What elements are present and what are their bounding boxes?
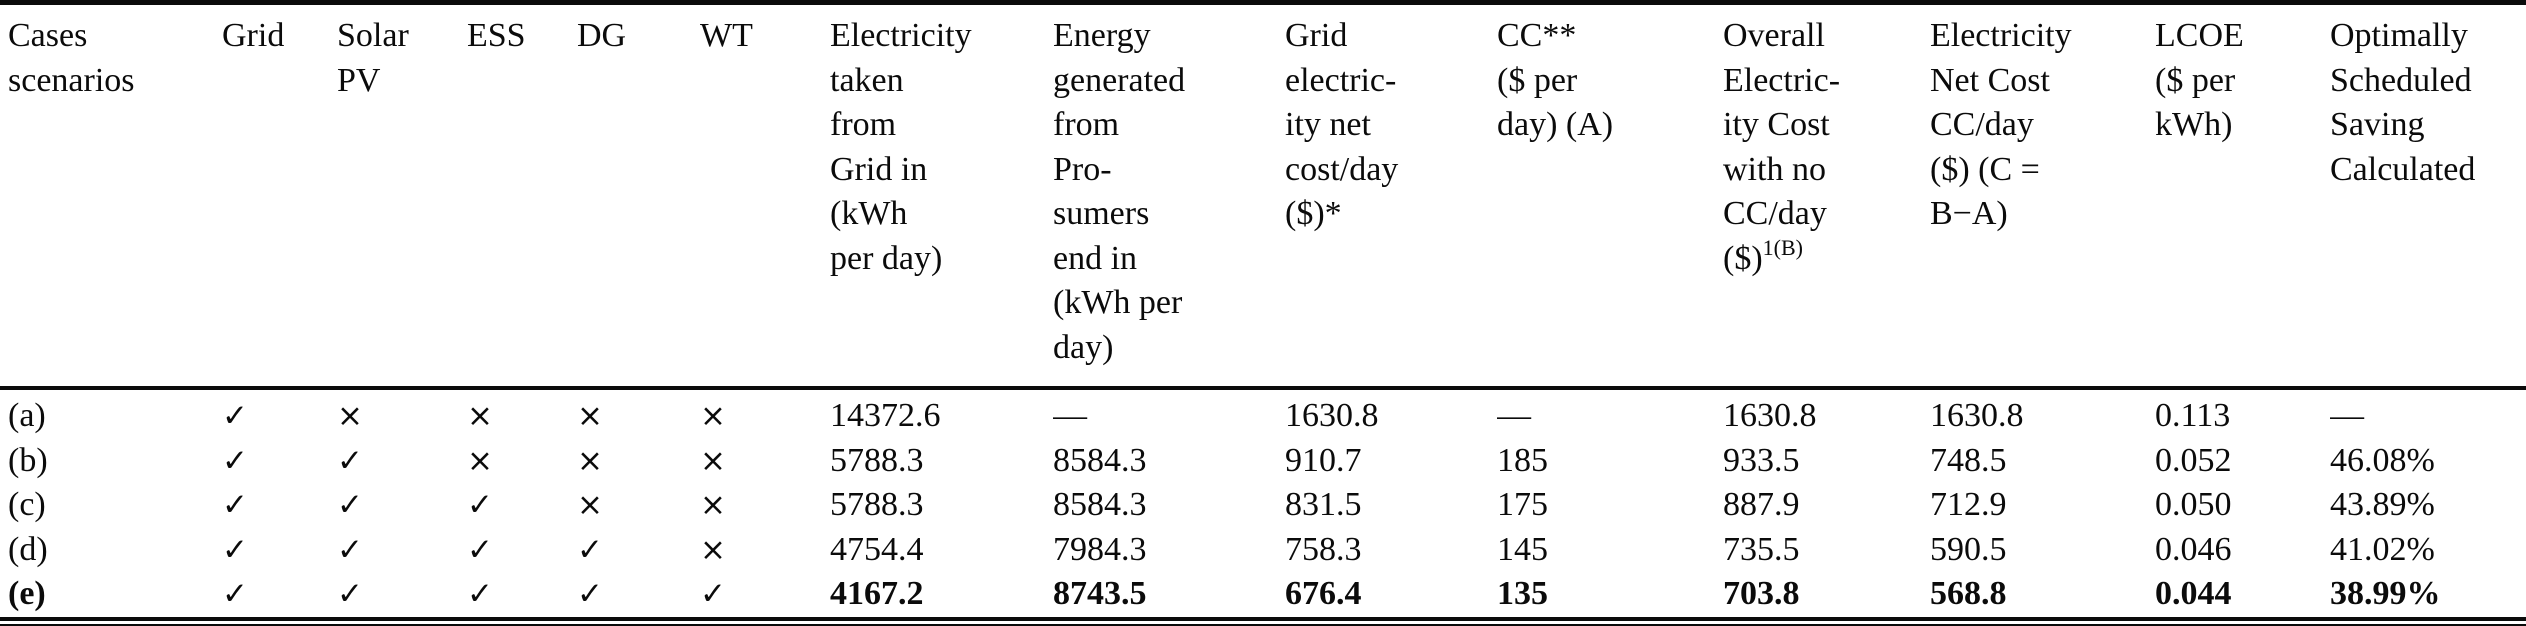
column-header-cc-per-day: CC** ($ per day) (A) xyxy=(1497,2,1723,390)
cell-energy-generated: 8584.3 xyxy=(1053,441,1147,479)
cell-cc: — xyxy=(1497,397,1531,434)
column-header-cases-scenarios: Cases scenarios xyxy=(0,2,222,390)
cell-overall-cost: 735.5 xyxy=(1723,530,1800,568)
cell-lcoe: 0.046 xyxy=(2155,530,2232,568)
cell-overall-cost: 887.9 xyxy=(1723,486,1800,523)
cell-saving: 43.89% xyxy=(2330,486,2435,523)
cell-grid-net-cost: 1630.8 xyxy=(1285,397,1379,434)
cell-electricity-taken: 4754.4 xyxy=(830,530,924,568)
cell-saving: 41.02% xyxy=(2330,530,2435,568)
column-header-electricity-net-cost-cc: Electricity Net Cost CC/day ($) (C = B−A… xyxy=(1930,2,2155,390)
column-header-overall-electricity-cost: Overall Electric- ity Cost with no CC/da… xyxy=(1723,2,1930,390)
cell-lcoe: 0.113 xyxy=(2155,397,2231,434)
column-header-grid: Grid xyxy=(222,2,337,390)
cell-wt-mark: ✓ xyxy=(700,576,726,612)
cell-solar-pv-mark: ✓ xyxy=(337,487,363,523)
cell-grid-net-cost: 758.3 xyxy=(1285,530,1362,568)
column-header-dg: DG xyxy=(577,2,700,390)
cell-case-label: (a) xyxy=(8,397,46,434)
cell-grid-mark: ✓ xyxy=(222,531,248,568)
cell-case-label: (c) xyxy=(8,486,46,523)
cell-wt-mark: × xyxy=(700,398,726,434)
cell-solar-pv-mark: ✓ xyxy=(337,531,363,568)
cell-wt-mark: × xyxy=(700,487,726,523)
cell-overall-cost: 933.5 xyxy=(1723,441,1800,479)
overall-cost-superscript: 1(B) xyxy=(1762,234,1803,260)
cell-wt-mark: × xyxy=(700,531,726,568)
cell-dg-mark: ✓ xyxy=(577,531,603,568)
cell-cc: 145 xyxy=(1497,530,1548,568)
column-header-solar-pv: Solar PV xyxy=(337,2,467,390)
cell-net-cost-cc: 590.5 xyxy=(1930,530,2007,568)
cell-ess-mark: ✓ xyxy=(467,576,493,612)
cell-case-label: (e) xyxy=(8,575,46,612)
cell-saving: — xyxy=(2330,397,2364,434)
cell-ess-mark: ✓ xyxy=(467,487,493,523)
cell-dg-mark: × xyxy=(577,442,603,479)
header-row: Cases scenarios Grid Solar PV ESS DG WT … xyxy=(0,2,2526,390)
cell-overall-cost: 1630.8 xyxy=(1723,397,1817,434)
cell-ess-mark: × xyxy=(467,442,493,479)
table-row-d: (d) ✓ ✓ ✓ ✓ × 4754.4 7984.3 758.3 145 73… xyxy=(0,528,2526,573)
cell-dg-mark: × xyxy=(577,398,603,434)
cell-dg-mark: ✓ xyxy=(577,576,603,612)
cell-grid-mark: ✓ xyxy=(222,442,248,479)
cell-net-cost-cc: 568.8 xyxy=(1930,575,2007,612)
cell-energy-generated: 7984.3 xyxy=(1053,530,1147,568)
table-row-b: (b) ✓ ✓ × × × 5788.3 8584.3 910.7 185 93… xyxy=(0,439,2526,484)
column-header-energy-generated-prosumers: Energy generated from Pro- sumers end in… xyxy=(1053,2,1285,390)
cell-energy-generated: 8743.5 xyxy=(1053,575,1147,612)
cell-energy-generated: — xyxy=(1053,397,1087,434)
cell-grid-mark: ✓ xyxy=(222,576,248,612)
table-row-c: (c) ✓ ✓ ✓ × × 5788.3 8584.3 831.5 175 88… xyxy=(0,483,2526,528)
table-header: Cases scenarios Grid Solar PV ESS DG WT … xyxy=(0,2,2526,390)
table-row-e: (e) ✓ ✓ ✓ ✓ ✓ 4167.2 8743.5 676.4 135 70… xyxy=(0,572,2526,619)
cell-wt-mark: × xyxy=(700,442,726,479)
cell-solar-pv-mark: ✓ xyxy=(337,576,363,612)
cell-lcoe: 0.050 xyxy=(2155,486,2232,523)
cell-electricity-taken: 14372.6 xyxy=(830,397,941,434)
overall-cost-label: Overall Electric- ity Cost with no CC/da… xyxy=(1723,17,1841,277)
column-header-wt: WT xyxy=(700,2,830,390)
cell-solar-pv-mark: × xyxy=(337,398,363,434)
cell-ess-mark: × xyxy=(467,398,493,434)
cell-solar-pv-mark: ✓ xyxy=(337,442,363,479)
cell-overall-cost: 703.8 xyxy=(1723,575,1800,612)
cell-net-cost-cc: 1630.8 xyxy=(1930,397,2024,434)
cell-cc: 185 xyxy=(1497,441,1548,479)
bottom-thin-rule xyxy=(0,623,2526,626)
table-body: (a) ✓ × × × × 14372.6 — 1630.8 — 1630.8 … xyxy=(0,388,2526,619)
column-header-optimally-scheduled-saving: Optimally Scheduled Saving Calculated xyxy=(2330,2,2526,390)
cell-ess-mark: ✓ xyxy=(467,531,493,568)
column-header-lcoe: LCOE ($ per kWh) xyxy=(2155,2,2330,390)
cell-net-cost-cc: 748.5 xyxy=(1930,441,2007,479)
column-header-electricity-taken-from-grid: Electricity taken from Grid in (kWh per … xyxy=(830,2,1053,390)
cell-grid-net-cost: 676.4 xyxy=(1285,575,1362,612)
cell-cc: 175 xyxy=(1497,486,1548,523)
cell-case-label: (d) xyxy=(8,530,48,568)
cell-dg-mark: × xyxy=(577,487,603,523)
cell-grid-net-cost: 831.5 xyxy=(1285,486,1362,523)
cell-grid-mark: ✓ xyxy=(222,398,248,434)
cell-energy-generated: 8584.3 xyxy=(1053,486,1147,523)
cell-saving: 38.99% xyxy=(2330,575,2441,612)
table-row-a: (a) ✓ × × × × 14372.6 — 1630.8 — 1630.8 … xyxy=(0,388,2526,439)
cell-saving: 46.08% xyxy=(2330,441,2435,479)
column-header-ess: ESS xyxy=(467,2,577,390)
cell-net-cost-cc: 712.9 xyxy=(1930,486,2007,523)
column-header-grid-electricity-net-cost: Grid electric- ity net cost/day ($)* xyxy=(1285,2,1497,390)
cell-electricity-taken: 4167.2 xyxy=(830,575,924,612)
cell-electricity-taken: 5788.3 xyxy=(830,486,924,523)
cell-cc: 135 xyxy=(1497,575,1548,612)
cell-lcoe: 0.052 xyxy=(2155,441,2232,479)
cell-lcoe: 0.044 xyxy=(2155,575,2232,612)
cell-grid-mark: ✓ xyxy=(222,487,248,523)
cell-grid-net-cost: 910.7 xyxy=(1285,441,1362,479)
cell-case-label: (b) xyxy=(8,441,48,479)
cell-electricity-taken: 5788.3 xyxy=(830,441,924,479)
